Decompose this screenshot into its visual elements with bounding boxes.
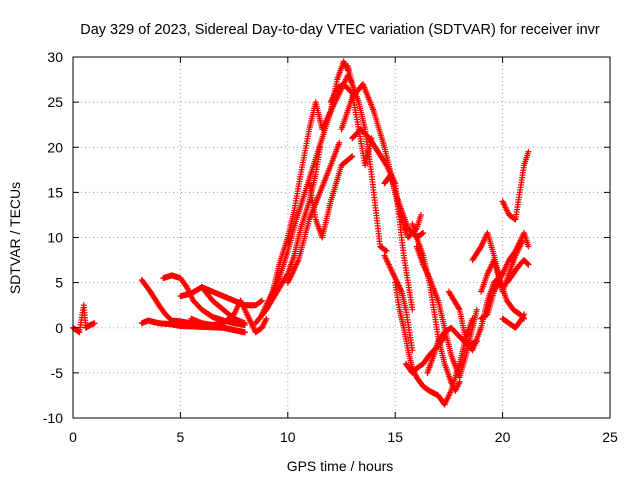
grid xyxy=(73,57,610,418)
axis-ticks: 0 5 10 15 20 25 -10 -5 0 5 10 15 20 25 30 xyxy=(43,49,618,445)
data-point xyxy=(348,153,355,160)
y-tick-label: 10 xyxy=(47,230,63,246)
y-axis-label: SDTVAR / TECUs xyxy=(7,182,23,294)
x-tick-label: 10 xyxy=(280,429,296,445)
x-tick-label: 0 xyxy=(69,429,77,445)
series-track-3 xyxy=(138,276,248,336)
y-tick-label: 5 xyxy=(55,275,63,291)
data-point xyxy=(420,229,427,236)
y-tick-label: -10 xyxy=(43,410,63,426)
series-track-14 xyxy=(327,81,375,169)
y-tick-label: 30 xyxy=(47,49,63,65)
x-tick-label: 5 xyxy=(177,429,185,445)
y-tick-label: -5 xyxy=(51,365,64,381)
x-axis-label: GPS time / hours xyxy=(287,458,394,474)
series-track-18 xyxy=(381,252,416,354)
chart-title: Day 329 of 2023, Sidereal Day-to-day VTE… xyxy=(80,22,600,38)
data-point xyxy=(525,148,532,155)
series-track-13 xyxy=(344,63,390,255)
data-point xyxy=(241,320,248,327)
data-point xyxy=(383,248,390,255)
data-point xyxy=(241,329,248,336)
data-points xyxy=(70,58,532,408)
y-tick-label: 0 xyxy=(55,320,63,336)
series-track-10 xyxy=(263,144,324,313)
series-track-30 xyxy=(499,311,528,331)
series-track-11 xyxy=(284,139,343,286)
data-point xyxy=(259,297,266,304)
series-track-9 xyxy=(259,72,356,318)
series-track-1 xyxy=(70,302,98,336)
data-point xyxy=(524,260,531,267)
y-tick-label: 20 xyxy=(47,139,63,155)
series-track-27 xyxy=(478,229,532,322)
data-point xyxy=(349,153,356,160)
series-track-12 xyxy=(306,153,356,241)
data-point xyxy=(91,320,98,327)
series-track-17 xyxy=(381,171,424,241)
series-track-28 xyxy=(499,148,532,223)
data-point xyxy=(455,305,462,312)
data-point xyxy=(417,211,424,218)
data-point xyxy=(525,243,532,250)
series-track-29 xyxy=(503,257,532,286)
x-tick-label: 15 xyxy=(387,429,403,445)
y-tick-label: 15 xyxy=(47,184,63,200)
y-tick-label: 25 xyxy=(47,94,63,110)
data-point xyxy=(263,315,270,322)
data-point xyxy=(473,306,480,313)
data-point xyxy=(387,172,394,179)
data-point xyxy=(336,139,343,146)
series-track-7 xyxy=(188,297,270,336)
data-point xyxy=(525,261,532,268)
x-tick-label: 20 xyxy=(495,429,511,445)
x-tick-label: 25 xyxy=(602,429,618,445)
data-point xyxy=(521,311,528,318)
series-track-4 xyxy=(160,272,248,329)
data-point xyxy=(317,144,324,151)
data-point xyxy=(409,306,416,313)
